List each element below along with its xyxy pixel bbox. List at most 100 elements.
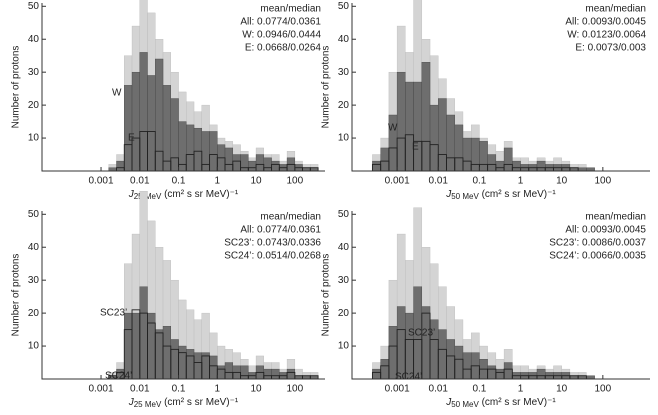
- x-tick-label: 0.1: [472, 176, 486, 187]
- series-label: SC23’: [100, 308, 127, 319]
- annotation: mean/median: [585, 4, 646, 15]
- annotation: SC23’: 0.0743/0.0336: [224, 238, 321, 249]
- x-tick-label: 0.001: [89, 176, 114, 187]
- y-tick-label: 40: [28, 242, 40, 253]
- annotation: All: 0.0093/0.0045: [565, 17, 646, 28]
- histogram-bar: [178, 345, 187, 380]
- x-tick-label: 10: [251, 384, 263, 395]
- histogram-bar: [224, 147, 234, 172]
- y-tick-label: 20: [338, 308, 350, 319]
- x-axis-label-rest: (cm² s sr MeV)⁻¹: [479, 189, 557, 200]
- x-axis-label-main: J: [445, 397, 452, 408]
- histogram-bar: [396, 71, 406, 172]
- y-tick-label: 50: [28, 1, 40, 12]
- histogram-bar: [139, 286, 148, 380]
- histogram-bar: [487, 154, 497, 172]
- histogram-bar: [271, 160, 280, 172]
- annotation: mean/median: [260, 4, 321, 15]
- histogram-bar: [421, 306, 431, 380]
- histogram-bar: [193, 352, 203, 380]
- histogram-bar: [495, 160, 505, 172]
- x-tick-label: 1: [518, 176, 524, 187]
- x-tick-label: 10: [556, 176, 568, 187]
- axis-frame: [351, 211, 650, 380]
- x-tick-label: 0.1: [172, 384, 186, 395]
- histogram-bar: [209, 355, 218, 380]
- histogram-bar: [380, 359, 390, 380]
- x-axis-label: J25 MeV (cm² s sr MeV)⁻¹: [128, 189, 239, 201]
- x-axis-label-main: J: [445, 189, 452, 200]
- y-tick-label: 10: [28, 341, 40, 352]
- x-tick-label: 0.001: [385, 176, 410, 187]
- histogram-bar: [131, 312, 140, 380]
- x-tick-label: 10: [556, 384, 568, 395]
- y-axis-label: Number of protons: [321, 254, 332, 337]
- histogram-bar: [162, 326, 172, 380]
- histogram-bar: [479, 141, 488, 172]
- y-tick-label: 30: [338, 67, 350, 78]
- annotation: All: 0.0774/0.0361: [240, 17, 321, 28]
- y-tick-label: 10: [338, 133, 350, 144]
- x-axis-label: J25 MeV (cm² s sr MeV)⁻¹: [128, 397, 239, 409]
- y-tick-label: 30: [28, 275, 40, 286]
- series-label: W: [388, 123, 398, 134]
- histogram-bar: [438, 329, 447, 380]
- y-tick-label: 20: [28, 100, 40, 111]
- histogram-bar: [286, 368, 296, 380]
- x-tick-label: 1: [518, 384, 524, 395]
- x-axis-label-sub: 25 MeV: [134, 400, 162, 409]
- histogram-bar: [139, 52, 148, 172]
- panel: SC23’ SC24’ 10 20 30 40 50 0.001 0.01 0.1 1 10 100 Nu…: [11, 191, 325, 409]
- histogram-bar: [503, 362, 513, 380]
- histogram-bar: [170, 98, 179, 172]
- histogram-bar: [512, 160, 521, 172]
- histogram-bar: [536, 160, 546, 172]
- y-axis-label: Number of protons: [11, 46, 22, 129]
- histogram-bar: [429, 104, 439, 172]
- y-tick-label: 30: [28, 67, 40, 78]
- x-axis-label-main: J: [128, 397, 135, 408]
- histogram-bar: [413, 81, 423, 172]
- histogram-bar: [193, 127, 203, 172]
- x-tick-label: 0.01: [429, 176, 449, 187]
- histogram-bar: [178, 121, 187, 172]
- y-tick-label: 50: [338, 1, 350, 12]
- annotation: W: 0.0946/0.0444: [242, 30, 321, 41]
- y-tick-label: 40: [338, 34, 350, 45]
- y-tick-label: 40: [338, 242, 350, 253]
- histogram-bar: [217, 365, 226, 380]
- histogram-bar: [248, 160, 257, 172]
- panel: W E 10 20 30 40 50 0.001 0.01 0.1 1 10 100 Number of …: [11, 0, 325, 201]
- histogram-bar: [446, 339, 455, 380]
- axis-frame: [351, 3, 650, 172]
- histogram-bar: [186, 349, 195, 380]
- histogram-bar: [240, 154, 249, 172]
- histogram-bar: [271, 368, 280, 380]
- y-axis-label: Number of protons: [11, 254, 22, 337]
- series-label: W: [112, 88, 122, 99]
- histogram-bar: [155, 58, 164, 172]
- x-tick-label: 1: [215, 176, 221, 187]
- x-tick-label: 0.1: [472, 384, 486, 395]
- histogram-bar: [462, 137, 472, 172]
- histogram-bar: [495, 368, 505, 380]
- y-tick-label: 50: [28, 209, 40, 220]
- y-tick-label: 20: [338, 100, 350, 111]
- x-tick-label: 100: [595, 384, 612, 395]
- x-tick-label: 100: [286, 384, 303, 395]
- panel: W E 10 20 30 40 50 0.001 0.01 0.1 1 10 100 Number of …: [321, 0, 650, 201]
- histogram-bar: [454, 345, 464, 380]
- annotation: E: 0.0668/0.0264: [245, 43, 322, 54]
- histogram-bar: [124, 85, 133, 172]
- annotation: E: 0.0073/0.003: [575, 43, 646, 54]
- annotation: All: 0.0093/0.0045: [565, 225, 646, 236]
- x-tick-label: 0.01: [130, 384, 150, 395]
- x-tick-label: 1: [215, 384, 221, 395]
- histogram-bar: [454, 124, 464, 172]
- histogram-bar: [186, 124, 195, 172]
- y-tick-label: 50: [338, 209, 350, 220]
- histogram-bar: [255, 154, 264, 172]
- annotation: W: 0.0123/0.0064: [567, 30, 646, 41]
- x-axis-label-rest: (cm² s sr MeV)⁻¹: [479, 397, 557, 408]
- histogram-bar: [209, 131, 218, 172]
